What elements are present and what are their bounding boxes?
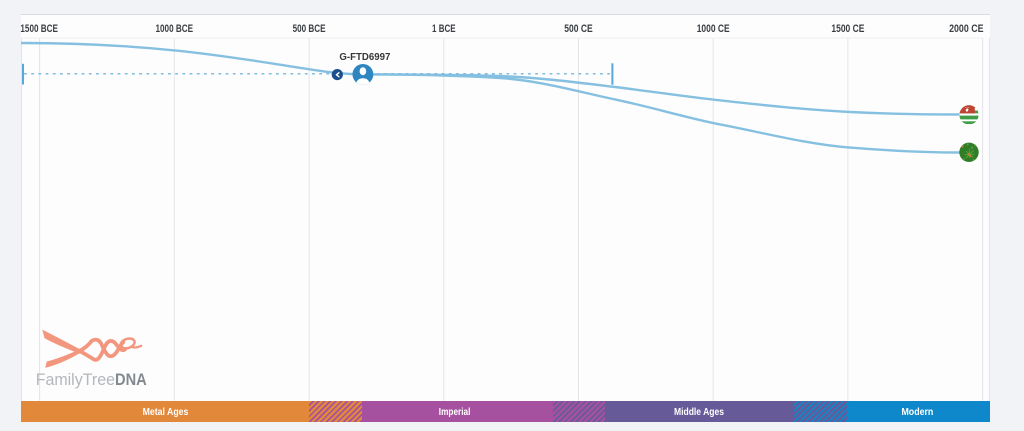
svg-text:1000 BCE: 1000 BCE [156,23,194,35]
svg-text:Metal Ages: Metal Ages [143,406,189,418]
svg-text:G-FTD6997: G-FTD6997 [339,52,391,63]
svg-text:Imperial: Imperial [439,406,471,418]
svg-text:500 BCE: 500 BCE [293,23,326,35]
svg-text:FamilyTree: FamilyTree [36,371,115,389]
svg-text:Modern: Modern [901,406,933,418]
svg-text:1500 BCE: 1500 BCE [20,23,58,35]
svg-text:2000 CE: 2000 CE [949,23,983,35]
svg-text:1000 CE: 1000 CE [697,23,730,35]
svg-text:500 CE: 500 CE [564,23,593,35]
svg-text:DNA: DNA [115,371,147,389]
svg-text:1500 CE: 1500 CE [831,23,864,35]
svg-text:Middle Ages: Middle Ages [674,406,724,418]
svg-text:1 BCE: 1 BCE [432,23,456,35]
